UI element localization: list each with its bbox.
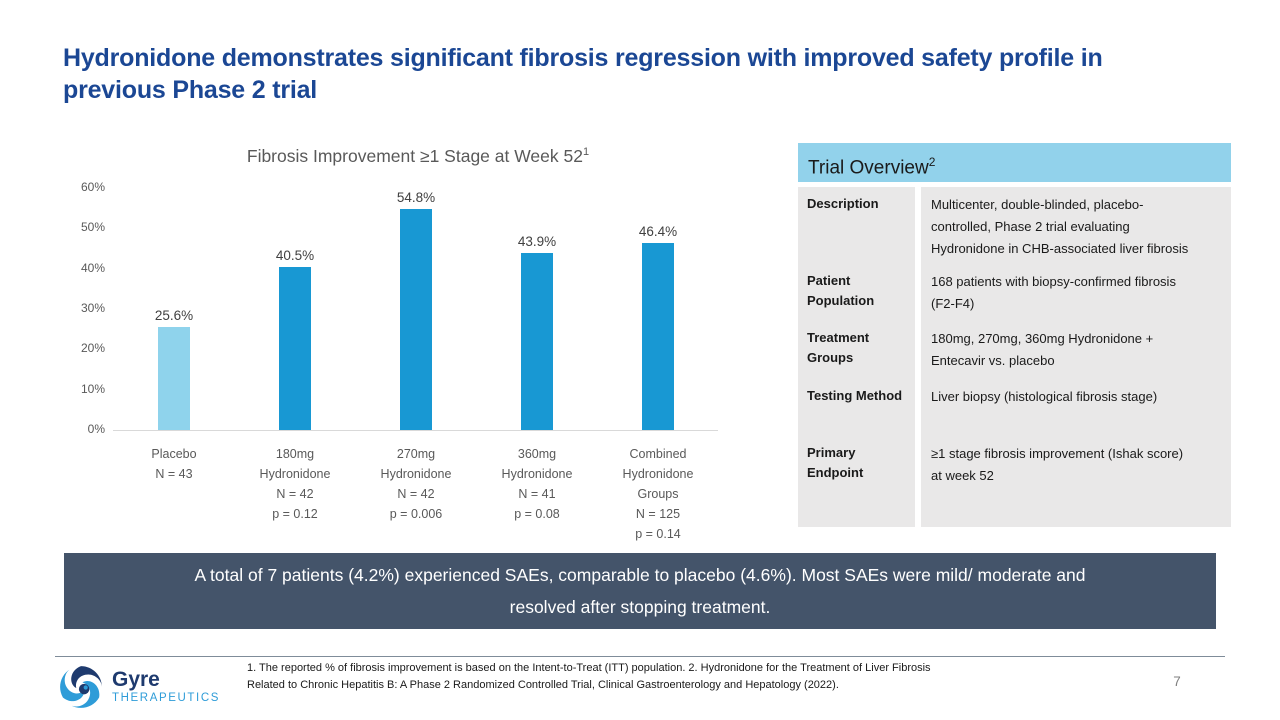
bar-value-label: 40.5% bbox=[275, 247, 315, 263]
table-row: Description Multicenter, double-blinded,… bbox=[798, 187, 1231, 264]
page-number: 7 bbox=[1173, 674, 1181, 689]
logo-primary-text: Gyre bbox=[112, 668, 160, 691]
column-divider bbox=[915, 379, 921, 436]
column-divider bbox=[915, 187, 921, 264]
y-axis-tick: 40% bbox=[80, 260, 105, 275]
chart-title: Fibrosis Improvement ≥1 Stage at Week 52… bbox=[65, 146, 771, 167]
column-divider bbox=[915, 436, 921, 527]
table-header-superscript: 2 bbox=[928, 155, 936, 169]
table-body: Description Multicenter, double-blinded,… bbox=[798, 187, 1231, 527]
bar-chart: Fibrosis Improvement ≥1 Stage at Week 52… bbox=[65, 145, 771, 555]
y-axis-tick: 10% bbox=[80, 381, 105, 396]
slide-title: Hydronidone demonstrates significant fib… bbox=[63, 44, 1103, 104]
bar bbox=[642, 242, 674, 430]
callout-text: A total of 7 patients (4.2%) experienced… bbox=[194, 564, 1086, 618]
company-logo: Gyre THERAPEUTICS bbox=[58, 664, 220, 710]
trial-overview-table: Trial Overview2 Description Multicenter,… bbox=[798, 143, 1231, 527]
bar bbox=[279, 266, 311, 430]
sae-callout: A total of 7 patients (4.2%) experienced… bbox=[64, 553, 1216, 629]
x-axis-line bbox=[113, 430, 718, 431]
row-label: Primary Endpoint bbox=[798, 436, 915, 527]
footnote: 1. The reported % of fibrosis improvemen… bbox=[247, 662, 931, 691]
table-row: Patient Population 168 patients with bio… bbox=[798, 264, 1231, 321]
column-divider bbox=[915, 321, 921, 379]
row-value: ≥1 stage fibrosis improvement (Ishak sco… bbox=[921, 436, 1231, 527]
logo-secondary-text: THERAPEUTICS bbox=[112, 692, 221, 704]
y-axis-tick: 60% bbox=[80, 180, 105, 194]
row-value: Multicenter, double-blinded, placebo- co… bbox=[921, 187, 1231, 264]
x-axis-label: 180mg Hydronidone N = 42 p = 0.12 bbox=[259, 447, 331, 521]
row-value: 168 patients with biopsy-confirmed fibro… bbox=[921, 264, 1231, 321]
bar-value-label: 46.4% bbox=[638, 223, 678, 239]
table-row: Primary Endpoint ≥1 stage fibrosis impro… bbox=[798, 436, 1231, 527]
footer-divider bbox=[55, 656, 1225, 657]
row-value: Liver biopsy (histological fibrosis stag… bbox=[921, 379, 1231, 436]
bar bbox=[158, 326, 190, 430]
table-header: Trial Overview2 bbox=[798, 143, 1231, 182]
y-axis-tick: 30% bbox=[80, 301, 105, 315]
logo-wordmark: Gyre THERAPEUTICS bbox=[112, 669, 220, 705]
row-value: 180mg, 270mg, 360mg Hydronidone + Enteca… bbox=[921, 321, 1231, 379]
table-row: Testing Method Liver biopsy (histologica… bbox=[798, 379, 1231, 436]
column-divider bbox=[915, 264, 921, 321]
bar bbox=[400, 208, 432, 430]
table-header-text: Trial Overview bbox=[808, 157, 929, 179]
bar-value-label: 54.8% bbox=[396, 189, 436, 205]
bar-value-label: 25.6% bbox=[154, 307, 194, 323]
y-axis-tick: 50% bbox=[80, 220, 105, 235]
bar-value-label: 43.9% bbox=[517, 233, 557, 249]
chart-title-superscript: 1 bbox=[582, 146, 590, 159]
x-axis-label: 270mg Hydronidone N = 42 p = 0.006 bbox=[380, 447, 452, 521]
x-axis-label: Placebo N = 43 bbox=[151, 447, 197, 481]
y-axis-tick: 20% bbox=[80, 341, 105, 356]
table-row: Treatment Groups 180mg, 270mg, 360mg Hyd… bbox=[798, 321, 1231, 379]
y-axis-tick: 0% bbox=[87, 422, 105, 436]
row-label: Description bbox=[798, 187, 915, 264]
row-label: Testing Method bbox=[798, 379, 915, 436]
row-label: Patient Population bbox=[798, 264, 915, 321]
chart-title-text: Fibrosis Improvement ≥1 Stage at Week 52 bbox=[246, 146, 583, 166]
x-axis-label: Combined Hydronidone Groups N = 125 p = … bbox=[622, 447, 694, 541]
gyre-logo-icon bbox=[60, 666, 102, 708]
x-axis-label: 360mg Hydronidone N = 41 p = 0.08 bbox=[501, 447, 573, 521]
bar bbox=[521, 252, 553, 430]
row-label: Treatment Groups bbox=[798, 321, 915, 379]
